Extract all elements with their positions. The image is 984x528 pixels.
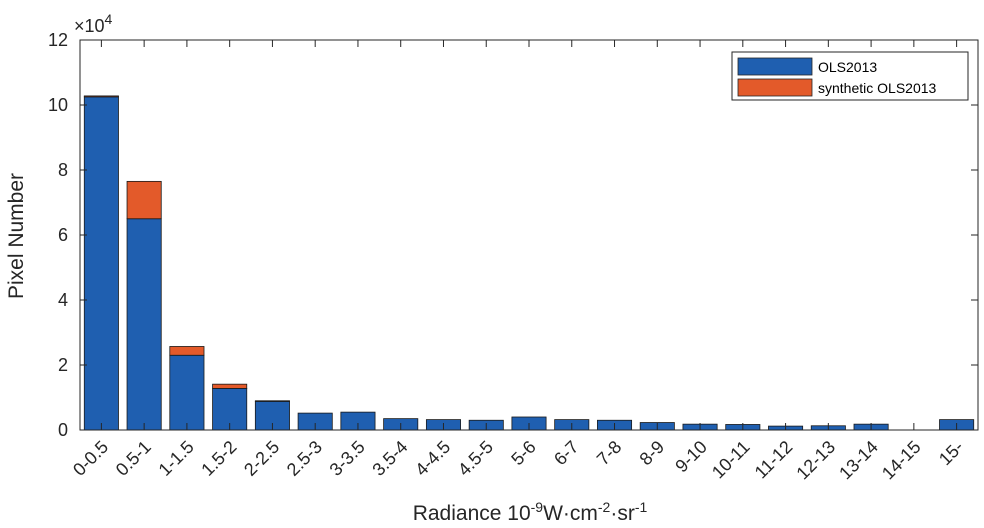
x-tick-label-5-6: 5-6 bbox=[507, 437, 540, 470]
x-tick-label-11-12: 11-12 bbox=[751, 437, 797, 483]
bars-layer bbox=[83, 95, 975, 431]
x-tick-label-2-5-3: 2.5-3 bbox=[283, 437, 326, 480]
x-tick-label-0-5-1: 0.5-1 bbox=[112, 437, 155, 480]
x-tick-label-2-2-5: 2-2.5 bbox=[240, 437, 283, 480]
x-tick-label-1-5-2: 1.5-2 bbox=[197, 437, 240, 480]
x-tick-label-3-5-4: 3.5-4 bbox=[368, 437, 411, 480]
x-tick-label-3-3-5: 3-3.5 bbox=[326, 437, 369, 480]
y-exponent-label: ×104 bbox=[74, 11, 113, 36]
legend-label-synthetic-ols2013: synthetic OLS2013 bbox=[818, 80, 937, 96]
x-tick-label-1-1-5: 1-1.5 bbox=[155, 437, 198, 480]
bar-synthetic-ols2013-2-2-5 bbox=[254, 400, 290, 402]
x-axis-title: Radiance 10-9W·cm-2·sr-1 bbox=[413, 499, 648, 525]
bar-ols2013-0-0-5 bbox=[83, 96, 119, 431]
legend-swatch-ols2013 bbox=[737, 57, 813, 76]
y-tick-label: 10 bbox=[48, 95, 68, 115]
x-tick-label-6-7: 6-7 bbox=[550, 437, 583, 470]
x-tick-label-13-14: 13-14 bbox=[835, 437, 882, 484]
legend-swatch-synthetic-ols2013 bbox=[737, 78, 813, 97]
x-tick-label-14-15: 14-15 bbox=[878, 437, 925, 484]
axes-layer bbox=[79, 39, 979, 431]
bar-ols2013-0-5-1 bbox=[126, 218, 162, 431]
legend: OLS2013 synthetic OLS2013 bbox=[731, 51, 969, 101]
y-tick-label: 8 bbox=[58, 160, 68, 180]
bar-synthetic-ols2013-1-5-2 bbox=[212, 383, 248, 389]
x-tick-label-9-10: 9-10 bbox=[671, 437, 711, 477]
y-tick-label: 6 bbox=[58, 225, 68, 245]
y-axis-title: Pixel Number bbox=[5, 173, 28, 299]
x-tick-label-10-11: 10-11 bbox=[708, 437, 754, 483]
bar-synthetic-ols2013-0-5-1 bbox=[126, 180, 162, 220]
bar-synthetic-ols2013-1-1-5 bbox=[169, 346, 205, 356]
x-tick-label-7-8: 7-8 bbox=[593, 437, 626, 470]
y-tick-label: 0 bbox=[58, 420, 68, 440]
bar-ols2013-1-1-5 bbox=[169, 354, 205, 431]
bar-synthetic-ols2013-0-0-5 bbox=[83, 95, 119, 98]
x-tick-label-4-5-5: 4.5-5 bbox=[454, 437, 497, 480]
y-tick-label: 12 bbox=[48, 30, 68, 50]
y-tick-label: 4 bbox=[58, 290, 68, 310]
x-tick-label-0-0-5: 0-0.5 bbox=[69, 437, 112, 480]
y-tick-label: 2 bbox=[58, 355, 68, 375]
legend-label-ols2013: OLS2013 bbox=[818, 59, 877, 75]
x-tick-label-12-13: 12-13 bbox=[792, 437, 839, 484]
x-tick-label-8-9: 8-9 bbox=[636, 437, 669, 470]
x-tick-label-4-4-5: 4-4.5 bbox=[411, 437, 454, 480]
x-tick-label-15: 15- bbox=[935, 437, 968, 470]
